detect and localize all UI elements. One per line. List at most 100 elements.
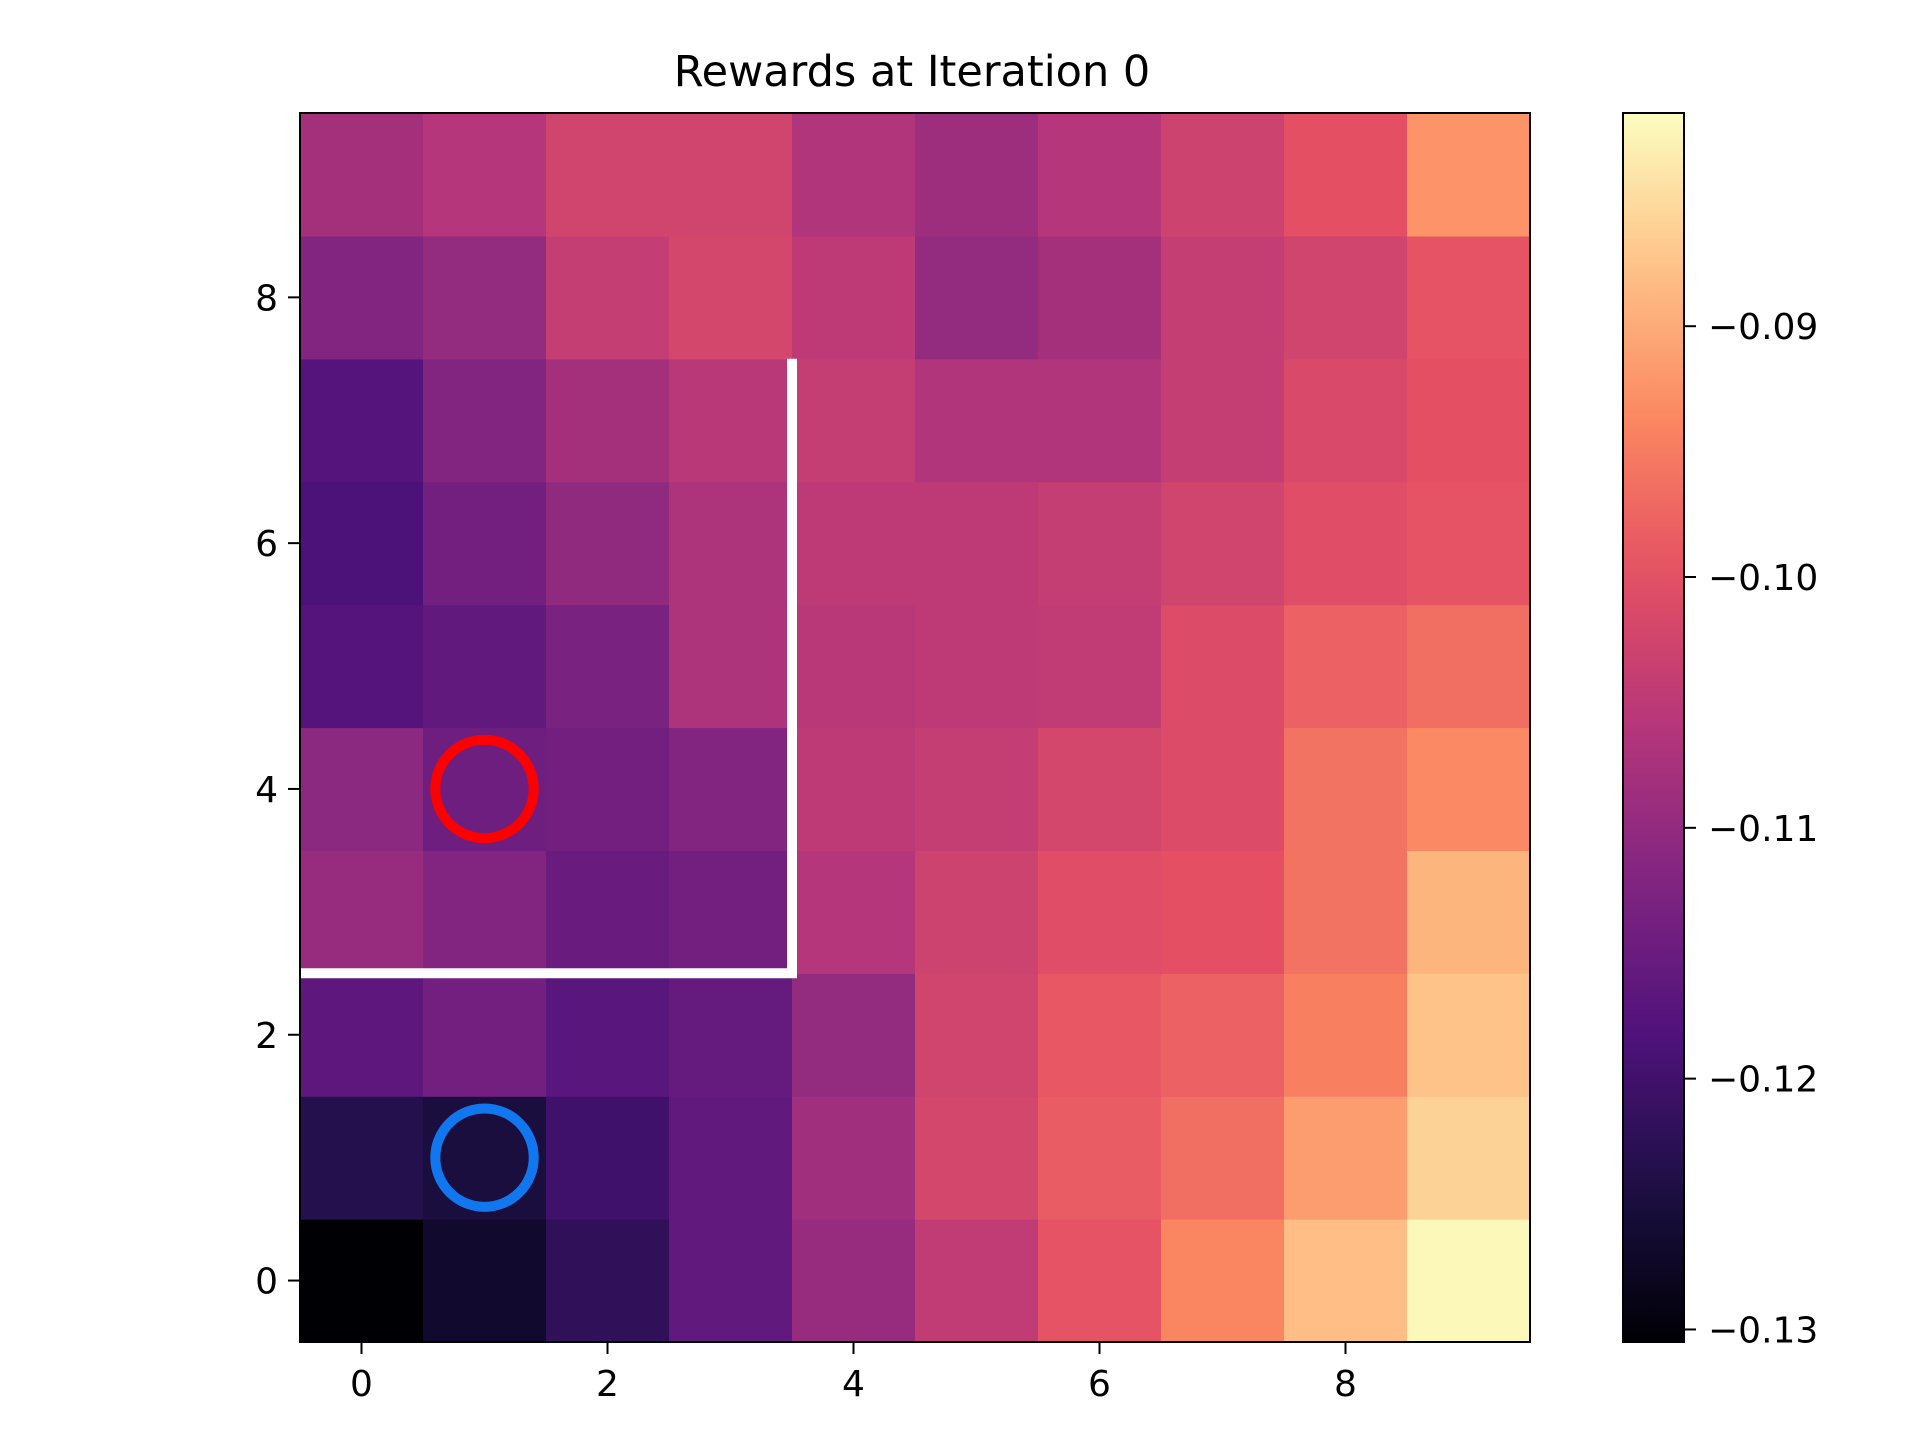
colorbar-tick-label-3: −0.12 <box>1708 1060 1818 1101</box>
wall-line <box>300 358 797 979</box>
heatmap-cell-6-1 <box>1038 1096 1162 1220</box>
x-tick-label-0: 0 <box>350 1364 373 1405</box>
y-axis: 0 2 4 6 8 <box>255 278 300 1303</box>
heatmap-cell-6-0 <box>1038 1219 1162 1343</box>
colorbar-tick-label-1: −0.10 <box>1708 558 1818 599</box>
heatmap-cell-3-4 <box>669 727 793 851</box>
heatmap-cell-5-5 <box>915 604 1039 729</box>
heatmap-cell-1-0 <box>423 1219 547 1343</box>
heatmap-cell-5-1 <box>915 1096 1039 1220</box>
heatmap-cell-7-1 <box>1161 1096 1285 1220</box>
heatmap-cell-7-3 <box>1161 850 1285 974</box>
heatmap-cell-1-7 <box>423 358 547 483</box>
heatmap-cell-0-1 <box>300 1096 424 1220</box>
heatmap-cell-2-9 <box>546 113 670 237</box>
heatmap-cell-8-6 <box>1284 481 1408 606</box>
heatmap-cell-4-7 <box>792 358 916 483</box>
heatmap-cell-8-3 <box>1284 850 1408 974</box>
heatmap-cell-1-6 <box>423 481 547 606</box>
x-tick-label-4: 4 <box>842 1364 865 1405</box>
heatmap-cell-8-1 <box>1284 1096 1408 1220</box>
heatmap-cell-9-2 <box>1407 973 1531 1097</box>
heatmap-cell-8-0 <box>1284 1219 1408 1343</box>
x-tick-label-6: 6 <box>1088 1364 1111 1405</box>
heatmap-cell-3-2 <box>669 973 793 1097</box>
heatmap-cell-7-7 <box>1161 358 1285 483</box>
chart-title: Rewards at Iteration 0 <box>674 47 1151 97</box>
heatmap-cell-4-9 <box>792 113 916 237</box>
heatmap-cell-3-1 <box>669 1096 793 1220</box>
heatmap-cell-3-8 <box>669 235 793 360</box>
heatmap-cell-1-8 <box>423 235 547 360</box>
heatmap-cell-5-2 <box>915 973 1039 1097</box>
heatmap-cell-2-0 <box>546 1219 670 1343</box>
heatmap-cell-3-3 <box>669 850 793 974</box>
colorbar-tick-label-4: −0.13 <box>1708 1310 1818 1351</box>
heatmap-cell-6-3 <box>1038 850 1162 974</box>
heatmap-cell-0-7 <box>300 358 424 483</box>
heatmap-cell-6-4 <box>1038 727 1162 851</box>
colorbar-tick-label-0: −0.09 <box>1708 307 1818 348</box>
heatmap-cell-5-6 <box>915 481 1039 606</box>
heatmap-cell-9-0 <box>1407 1219 1531 1343</box>
x-axis: 0 2 4 6 8 <box>350 1342 1357 1405</box>
heatmap-cell-3-9 <box>669 113 793 237</box>
heatmap-cell-1-9 <box>423 113 547 237</box>
heatmap-cell-1-1 <box>423 1096 547 1220</box>
heatmap-cell-6-5 <box>1038 604 1162 729</box>
heatmap-cell-6-2 <box>1038 973 1162 1097</box>
heatmap-cell-4-1 <box>792 1096 916 1220</box>
heatmap-cell-5-9 <box>915 113 1039 237</box>
heatmap-cell-5-4 <box>915 727 1039 851</box>
y-tick-label-0: 0 <box>255 1262 278 1303</box>
x-tick-label-2: 2 <box>596 1364 619 1405</box>
heatmap-cell-4-0 <box>792 1219 916 1343</box>
heatmap-cell-6-8 <box>1038 235 1162 360</box>
heatmap-cell-1-3 <box>423 850 547 974</box>
overlays <box>300 358 797 1212</box>
axes-frame <box>299 112 1531 1343</box>
heatmap-cell-4-4 <box>792 727 916 851</box>
heatmap-cell-6-9 <box>1038 113 1162 237</box>
y-tick-label-2: 2 <box>255 1016 278 1057</box>
start-marker <box>430 1103 539 1212</box>
colorbar-ticks: −0.09 −0.10 −0.11 −0.12 −0.13 <box>1684 307 1818 1351</box>
heatmap-cell-8-9 <box>1284 113 1408 237</box>
heatmap-cell-8-5 <box>1284 604 1408 729</box>
heatmap-cell-6-7 <box>1038 358 1162 483</box>
heatmap-cell-0-3 <box>300 850 424 974</box>
heatmap-cell-7-5 <box>1161 604 1285 729</box>
heatmap-cell-8-4 <box>1284 727 1408 851</box>
colorbar-tick-label-2: −0.11 <box>1708 809 1818 850</box>
heatmap-cell-7-4 <box>1161 727 1285 851</box>
heatmap-cell-0-8 <box>300 235 424 360</box>
heatmap-cell-5-8 <box>915 235 1039 360</box>
heatmap-cell-5-0 <box>915 1219 1039 1343</box>
heatmap-cell-1-5 <box>423 604 547 729</box>
heatmap-cell-4-3 <box>792 850 916 974</box>
heatmap-cell-9-6 <box>1407 481 1531 606</box>
heatmap-cell-7-6 <box>1161 481 1285 606</box>
heatmap-cell-3-5 <box>669 604 793 729</box>
heatmap-cell-0-4 <box>300 727 424 851</box>
heatmap-cell-7-0 <box>1161 1219 1285 1343</box>
colorbar: −0.09 −0.10 −0.11 −0.12 −0.13 <box>1622 112 1818 1351</box>
heatmap-cell-2-7 <box>546 358 670 483</box>
heatmap-cell-5-3 <box>915 850 1039 974</box>
heatmap-cell-5-7 <box>915 358 1039 483</box>
heatmap-cell-2-6 <box>546 481 670 606</box>
heatmap-cell-9-7 <box>1407 358 1531 483</box>
heatmap-cell-7-8 <box>1161 235 1285 360</box>
colorbar-gradient <box>1623 113 1684 1342</box>
heatmap-cell-2-8 <box>546 235 670 360</box>
agent-marker <box>430 734 539 844</box>
heatmap-cell-0-0 <box>300 1219 424 1343</box>
heatmap-cell-3-7 <box>669 358 793 483</box>
heatmap-cell-2-5 <box>546 604 670 729</box>
heatmap-cell-2-1 <box>546 1096 670 1220</box>
heatmap-cell-9-9 <box>1407 113 1531 237</box>
heatmap-cell-0-9 <box>300 113 424 237</box>
heatmap-cell-7-9 <box>1161 113 1285 237</box>
heatmap-cell-7-2 <box>1161 973 1285 1097</box>
